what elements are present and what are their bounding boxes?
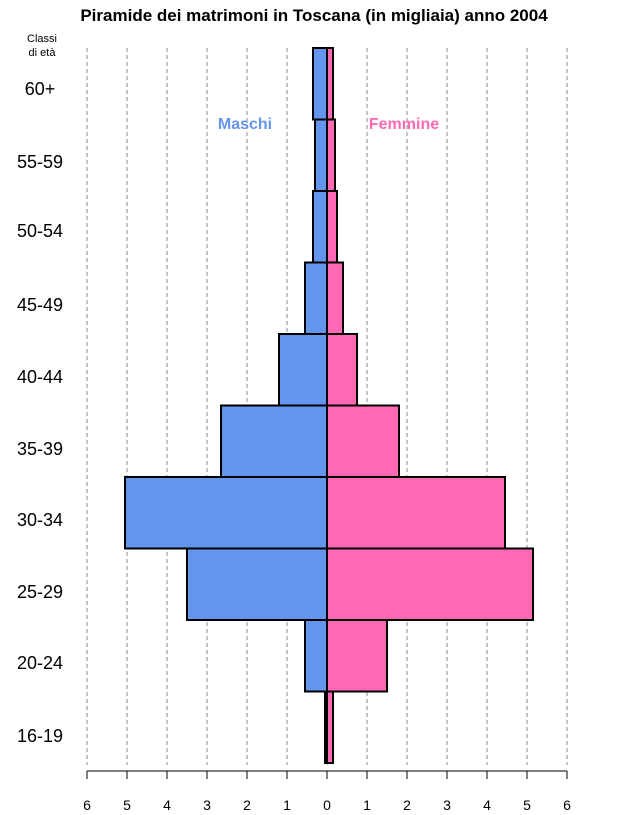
y-tick-label: 16-19 [17,726,63,746]
x-tick-label: 6 [563,797,571,813]
y-tick-label: 20-24 [17,653,63,673]
bar-femmine-16-19 [326,690,334,764]
bar-maschi-25-29 [186,547,328,621]
bar-femmine-60+ [326,47,334,121]
y-tick-label: 60+ [25,79,56,99]
bar-maschi-40-44 [278,333,328,407]
bar-maschi-30-34 [124,476,328,550]
bar-maschi-50-54 [312,190,328,264]
bar-maschi-35-39 [220,404,328,478]
legend: Maschi Femmine [218,116,439,133]
y-tick-label: 25-29 [17,582,63,602]
bar-maschi-45-49 [304,261,328,335]
x-tick-label: 5 [523,797,531,813]
x-axis: 6 5 4 3 2 1 0 1 2 3 4 5 6 [83,770,571,813]
x-tick-label: 4 [483,797,491,813]
x-tick-label: 0 [323,797,331,813]
x-tick-label: 3 [443,797,451,813]
y-tick-label: 35-39 [17,439,63,459]
bar-femmine-35-39 [326,404,400,478]
bar-maschi-20-24 [304,619,328,693]
bars [124,47,534,764]
chart-title: Piramide dei matrimoni in Toscana (in mi… [80,6,548,25]
x-tick-label: 1 [363,797,371,813]
y-tick-label: 55-59 [17,152,63,172]
bar-femmine-30-34 [326,476,506,550]
y-axis-heading-line-1: Classi [27,33,57,45]
y-tick-label: 30-34 [17,510,63,530]
x-tick-label: 2 [403,797,411,813]
bar-femmine-40-44 [326,333,358,407]
y-tick-label: 45-49 [17,295,63,315]
y-tick-label: 40-44 [17,367,63,387]
x-tick-label: 1 [283,797,291,813]
bar-maschi-60+ [312,47,328,121]
y-tick-labels: 16-19 20-24 25-29 30-34 35-39 40-44 45-49 50-54… [17,79,63,746]
y-tick-label: 50-54 [17,221,63,241]
x-tick-label: 4 [163,797,171,813]
x-tick-label: 5 [123,797,131,813]
x-tick-label: 2 [243,797,251,813]
x-tick-label: 6 [83,797,91,813]
y-axis-heading: Classi di età [12,32,72,60]
legend-femmine: Femmine [369,116,439,133]
legend-maschi: Maschi [218,116,272,133]
x-tick-label: 3 [203,797,211,813]
bar-femmine-45-49 [326,261,344,335]
y-axis-heading-line-2: di età [28,47,56,59]
bar-femmine-55-59 [326,118,336,192]
bar-maschi-55-59 [314,118,328,192]
bar-femmine-25-29 [326,547,534,621]
bar-femmine-50-54 [326,190,338,264]
bar-femmine-20-24 [326,619,388,693]
